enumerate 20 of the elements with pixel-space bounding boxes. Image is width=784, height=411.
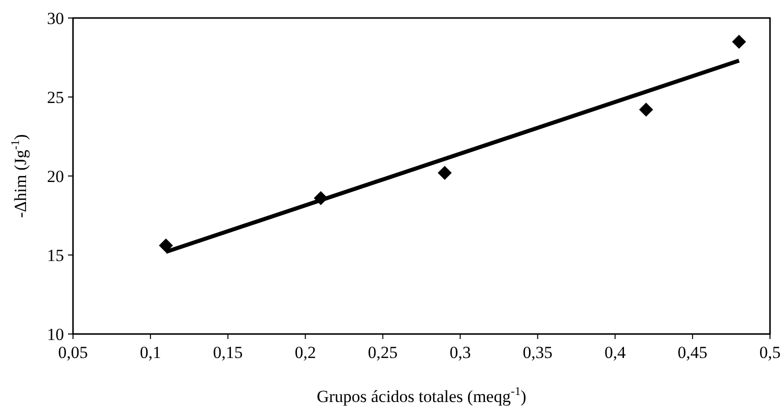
y-tick-label: 10 bbox=[47, 325, 64, 344]
x-tick-label: 0,25 bbox=[368, 343, 398, 362]
point bbox=[639, 102, 654, 117]
point bbox=[732, 34, 746, 49]
x-axis-title: Grupos ácidos totales (meqg$^{-1}$) bbox=[316, 384, 526, 406]
y-tick-label: 20 bbox=[47, 167, 64, 186]
x-tick-label: 0,45 bbox=[678, 343, 708, 362]
point bbox=[158, 238, 173, 253]
x-tick-label: 0,2 bbox=[294, 343, 316, 362]
x-tick-label: 0,35 bbox=[522, 343, 553, 362]
y-tick-label: 15 bbox=[47, 246, 64, 265]
x-tick-label: 0,5 bbox=[759, 343, 781, 362]
y-tick-label: 25 bbox=[47, 88, 64, 107]
point bbox=[438, 166, 452, 180]
x-tick-label: 0,15 bbox=[213, 343, 243, 362]
x-tick-label: 0,3 bbox=[450, 343, 471, 362]
x-tick-label: 0,1 bbox=[140, 343, 162, 362]
x-tick-label: 0,05 bbox=[58, 343, 88, 362]
x-tick-label: 0,4 bbox=[604, 343, 626, 362]
y-tick-label: 30 bbox=[47, 9, 64, 28]
